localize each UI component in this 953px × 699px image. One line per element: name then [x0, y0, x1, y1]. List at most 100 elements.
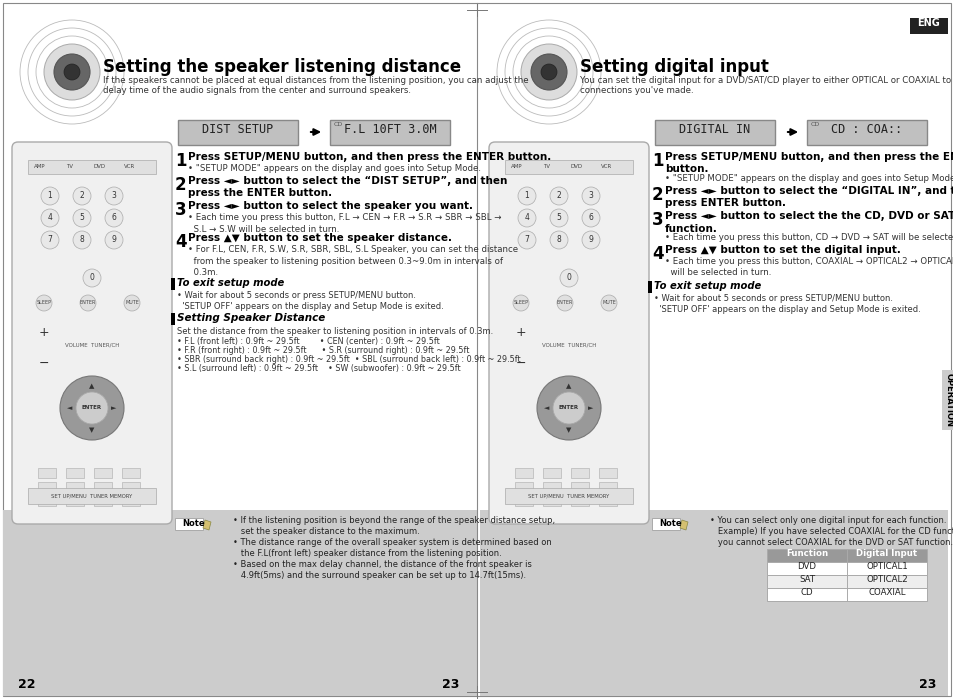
- Bar: [38, 496, 56, 506]
- Text: OPERATION: OPERATION: [943, 373, 952, 427]
- Text: Press ▲▼ button to set the speaker distance.: Press ▲▼ button to set the speaker dista…: [188, 233, 452, 243]
- Text: −: −: [516, 356, 526, 370]
- Bar: [766, 549, 926, 562]
- Bar: [504, 488, 633, 504]
- Text: • SBR (surround back right) : 0.9ft ~ 29.5ft  • SBL (surround back left) : 0.9ft: • SBR (surround back right) : 0.9ft ~ 29…: [177, 355, 520, 364]
- Circle shape: [73, 231, 91, 249]
- Text: Press SETUP/MENU button, and then press the ENTER button.: Press SETUP/MENU button, and then press …: [188, 152, 551, 162]
- Text: 1: 1: [651, 152, 662, 170]
- Circle shape: [540, 64, 557, 80]
- Text: TV: TV: [543, 164, 550, 169]
- Text: • Wait for about 5 seconds or press SETUP/MENU button.
  'SETUP OFF' appears on : • Wait for about 5 seconds or press SETU…: [654, 294, 920, 314]
- Text: ENTER: ENTER: [557, 301, 573, 305]
- Circle shape: [105, 209, 123, 227]
- Bar: [542, 482, 560, 492]
- Text: Press ◄► button to select the speaker you want.: Press ◄► button to select the speaker yo…: [188, 201, 473, 212]
- Text: DIGITAL IN: DIGITAL IN: [679, 123, 750, 136]
- Bar: [766, 562, 926, 575]
- Bar: [598, 468, 617, 478]
- Text: Setting digital input: Setting digital input: [579, 58, 768, 76]
- Text: • Based on the max delay channel, the distance of the front speaker is
   4.9ft(: • Based on the max delay channel, the di…: [233, 560, 532, 580]
- Circle shape: [73, 209, 91, 227]
- Bar: [571, 482, 588, 492]
- Circle shape: [600, 295, 617, 311]
- Bar: [28, 488, 156, 504]
- Circle shape: [41, 209, 59, 227]
- Text: CD : COA::: CD : COA::: [830, 123, 902, 136]
- Text: ENTER: ENTER: [82, 405, 102, 410]
- Text: To exit setup mode: To exit setup mode: [177, 278, 284, 288]
- Text: • "SETUP MODE" appears on the display and goes into Setup Mode.: • "SETUP MODE" appears on the display an…: [188, 164, 480, 173]
- Text: 3: 3: [588, 192, 593, 201]
- Text: 1: 1: [524, 192, 529, 201]
- Bar: [647, 281, 651, 293]
- Circle shape: [520, 44, 577, 100]
- Bar: [38, 468, 56, 478]
- Polygon shape: [203, 520, 211, 530]
- Bar: [651, 518, 679, 530]
- Text: COAXIAL: COAXIAL: [867, 588, 904, 597]
- Text: • S.L (surround left) : 0.9ft ~ 29.5ft    • SW (subwoofer) : 0.9ft ~ 29.5ft: • S.L (surround left) : 0.9ft ~ 29.5ft •…: [177, 364, 460, 373]
- Text: CD: CD: [810, 122, 820, 127]
- Text: • F.L (front left) : 0.9ft ~ 29.5ft        • CEN (center) : 0.9ft ~ 29.5ft: • F.L (front left) : 0.9ft ~ 29.5ft • CE…: [177, 337, 439, 346]
- Text: Press ◄► button to select the “DIST SETUP”, and then
press the ENTER button.: Press ◄► button to select the “DIST SETU…: [188, 175, 507, 198]
- Text: 6: 6: [112, 213, 116, 222]
- Text: Note: Note: [182, 519, 204, 528]
- Bar: [66, 496, 84, 506]
- Circle shape: [105, 187, 123, 205]
- Text: 1: 1: [48, 192, 52, 201]
- Bar: [515, 468, 533, 478]
- Circle shape: [36, 295, 52, 311]
- Text: Press ◄► button to select the the CD, DVD or SAT
function.: Press ◄► button to select the the CD, DV…: [664, 212, 953, 234]
- Text: 22: 22: [18, 678, 35, 691]
- Circle shape: [550, 209, 567, 227]
- Bar: [122, 496, 140, 506]
- Text: AMP: AMP: [34, 164, 46, 169]
- Circle shape: [60, 376, 124, 440]
- Bar: [542, 496, 560, 506]
- Text: +: +: [39, 326, 50, 340]
- Circle shape: [581, 231, 599, 249]
- Text: 4: 4: [174, 233, 187, 252]
- Circle shape: [517, 231, 536, 249]
- Circle shape: [537, 376, 600, 440]
- Circle shape: [513, 295, 529, 311]
- Text: Note: Note: [659, 519, 680, 528]
- Text: Press ◄► button to select the “DIGITAL IN”, and then
press ENTER button.: Press ◄► button to select the “DIGITAL I…: [664, 185, 953, 208]
- Bar: [571, 496, 588, 506]
- Text: TV: TV: [67, 164, 73, 169]
- Text: ▼: ▼: [566, 427, 571, 433]
- Text: 6: 6: [588, 213, 593, 222]
- Bar: [598, 496, 617, 506]
- Circle shape: [550, 231, 567, 249]
- Text: 9: 9: [112, 236, 116, 245]
- Text: To exit setup mode: To exit setup mode: [654, 281, 760, 291]
- Text: 2: 2: [556, 192, 560, 201]
- Circle shape: [80, 295, 96, 311]
- Text: Setting Speaker Distance: Setting Speaker Distance: [177, 313, 325, 323]
- Circle shape: [41, 187, 59, 205]
- Text: 7: 7: [48, 236, 52, 245]
- Text: 8: 8: [556, 236, 560, 245]
- Bar: [909, 18, 947, 34]
- Bar: [174, 518, 203, 530]
- Bar: [178, 120, 297, 145]
- Bar: [655, 120, 774, 145]
- Circle shape: [559, 269, 578, 287]
- Text: VOLUME  TUNER/CH: VOLUME TUNER/CH: [541, 343, 596, 347]
- Bar: [94, 482, 112, 492]
- Text: ENTER: ENTER: [80, 301, 96, 305]
- Bar: [766, 588, 926, 601]
- Text: ▲: ▲: [566, 383, 571, 389]
- Bar: [171, 313, 174, 325]
- Bar: [515, 482, 533, 492]
- Text: −: −: [39, 356, 50, 370]
- Bar: [766, 575, 926, 588]
- Text: • "SETUP MODE" appears on the display and goes into Setup Mode.: • "SETUP MODE" appears on the display an…: [664, 174, 953, 183]
- Text: 3: 3: [174, 201, 187, 219]
- Bar: [66, 482, 84, 492]
- Text: 9: 9: [588, 236, 593, 245]
- Circle shape: [517, 209, 536, 227]
- Text: 7: 7: [524, 236, 529, 245]
- Text: 2: 2: [79, 192, 84, 201]
